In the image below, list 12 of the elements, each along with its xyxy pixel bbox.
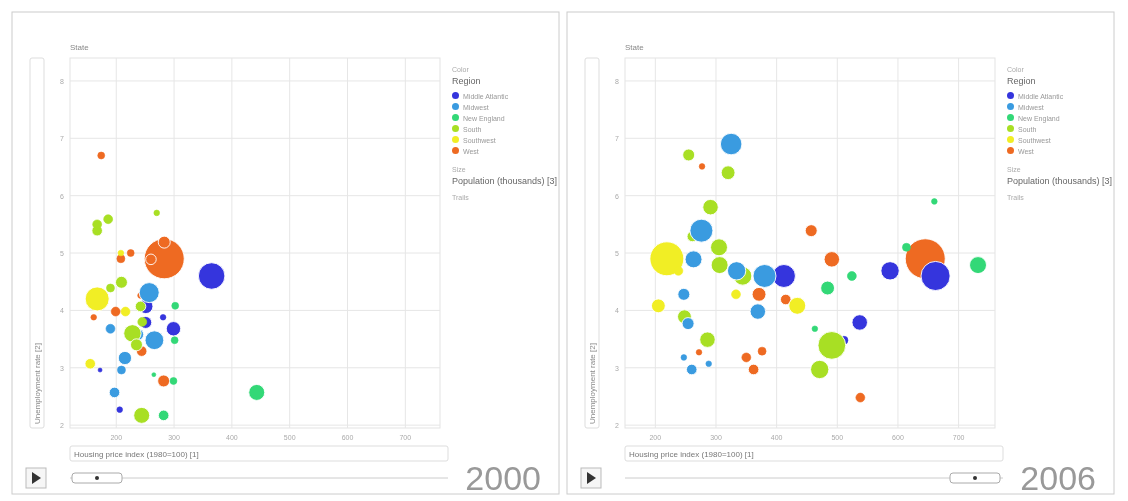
text: Population (thousands) [3] bbox=[452, 176, 558, 186]
text: 2006 bbox=[1020, 459, 1096, 497]
text: State bbox=[625, 43, 645, 52]
text: Region bbox=[1007, 76, 1036, 86]
text: State bbox=[70, 43, 90, 52]
text: Region bbox=[452, 76, 481, 86]
y-axis-title: Unemployment rate [2] bbox=[33, 343, 42, 424]
text: Population (thousands) [3] bbox=[1007, 176, 1113, 186]
text: 2000 bbox=[465, 459, 541, 497]
x-axis-title: Housing price index (1980=100) [1] bbox=[74, 450, 199, 459]
y-axis-title: Unemployment rate [2] bbox=[588, 343, 597, 424]
x-axis-title: Housing price index (1980=100) [1] bbox=[629, 450, 754, 459]
